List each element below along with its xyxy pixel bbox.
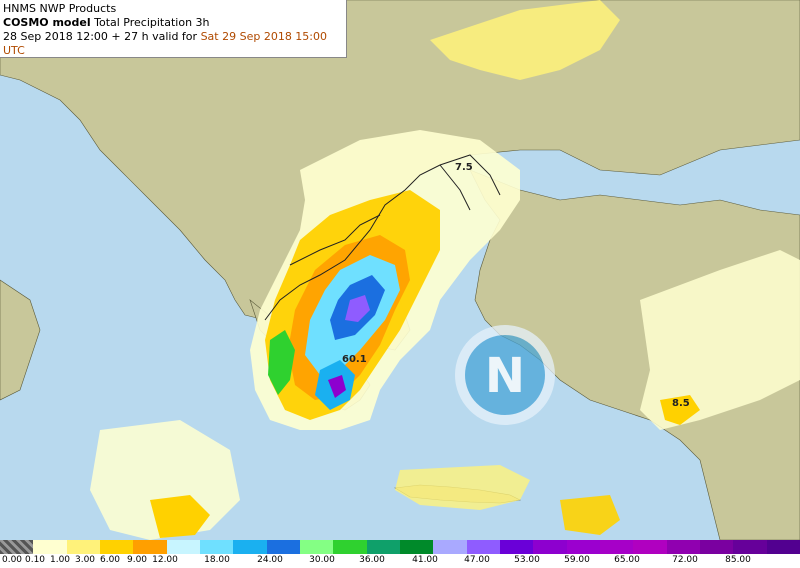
legend: 0.00 0.10 1.00 3.00 6.00 9.00 12.00 18.00 24.00 3… bbox=[0, 540, 800, 568]
legend-label: 59.00 bbox=[564, 555, 590, 565]
legend-labels: 0.00 0.10 1.00 3.00 6.00 9.00 12.00 18.00 24.00 3… bbox=[0, 555, 800, 567]
legend-swatch bbox=[733, 540, 767, 554]
product-name: Total Precipitation 3h bbox=[94, 16, 210, 29]
precip-shading bbox=[90, 0, 800, 540]
precipitation-map: N 7.5 60.1 8.5 bbox=[0, 0, 800, 540]
legend-swatch bbox=[533, 540, 567, 554]
legend-swatch bbox=[99, 540, 134, 554]
legend-label: 12.00 bbox=[152, 555, 178, 565]
legend-swatch bbox=[766, 540, 800, 554]
legend-swatch bbox=[633, 540, 667, 554]
legend-label: 85.00 bbox=[725, 555, 751, 565]
legend-label: 1.00 bbox=[49, 555, 71, 565]
max-label-east: 8.5 bbox=[672, 398, 690, 409]
svg-text:N: N bbox=[485, 348, 525, 404]
legend-label: 65.00 bbox=[614, 555, 640, 565]
legend-swatch bbox=[699, 540, 734, 554]
legend-swatch bbox=[666, 540, 700, 554]
model-name: COSMO model bbox=[3, 16, 91, 29]
run-info: 28 Sep 2018 12:00 + 27 h valid for bbox=[3, 30, 201, 43]
legend-label: 30.00 bbox=[309, 555, 335, 565]
legend-label: 6.00 bbox=[99, 555, 121, 565]
legend-swatch bbox=[266, 540, 300, 554]
legend-label: 0.10 bbox=[24, 555, 46, 565]
legend-label: 41.00 bbox=[412, 555, 438, 565]
legend-swatch bbox=[33, 540, 67, 554]
legend-swatch bbox=[333, 540, 367, 554]
max-label-peloponnese: 60.1 bbox=[342, 354, 367, 365]
run-line: 28 Sep 2018 12:00 + 27 h valid for Sat 2… bbox=[3, 30, 343, 58]
legend-swatch bbox=[299, 540, 334, 554]
borders bbox=[264, 154, 501, 321]
legend-label: 24.00 bbox=[257, 555, 283, 565]
legend-label: 9.00 bbox=[126, 555, 148, 565]
legend-label: 3.00 bbox=[74, 555, 96, 565]
legend-swatch bbox=[166, 540, 200, 554]
legend-swatch bbox=[0, 540, 34, 554]
legend-label: 36.00 bbox=[359, 555, 385, 565]
legend-swatch bbox=[366, 540, 400, 554]
valid-time: Sat 29 Sep 2018 15:00 UTC bbox=[3, 30, 328, 57]
model-line: COSMO model Total Precipitation 3h bbox=[3, 16, 343, 30]
legend-label: 72.00 bbox=[672, 555, 698, 565]
max-label-north: 7.5 bbox=[455, 162, 473, 173]
legend-swatch bbox=[466, 540, 500, 554]
legend-swatch bbox=[199, 540, 234, 554]
legend-label: 0.00 bbox=[1, 555, 23, 565]
logo-watermark: N bbox=[455, 325, 555, 425]
legend-swatch bbox=[566, 540, 600, 554]
legend-swatch bbox=[133, 540, 167, 554]
legend-swatch bbox=[499, 540, 534, 554]
legend-label: 18.00 bbox=[204, 555, 230, 565]
legend-swatch bbox=[599, 540, 634, 554]
title-box: HNMS NWP Products COSMO model Total Prec… bbox=[0, 0, 347, 58]
legend-swatch bbox=[433, 540, 467, 554]
legend-swatch bbox=[233, 540, 267, 554]
legend-label: 47.00 bbox=[464, 555, 490, 565]
org-title: HNMS NWP Products bbox=[3, 2, 117, 15]
legend-label: 53.00 bbox=[514, 555, 540, 565]
legend-color-bar bbox=[0, 540, 800, 554]
legend-swatch bbox=[399, 540, 434, 554]
legend-swatch bbox=[66, 540, 100, 554]
